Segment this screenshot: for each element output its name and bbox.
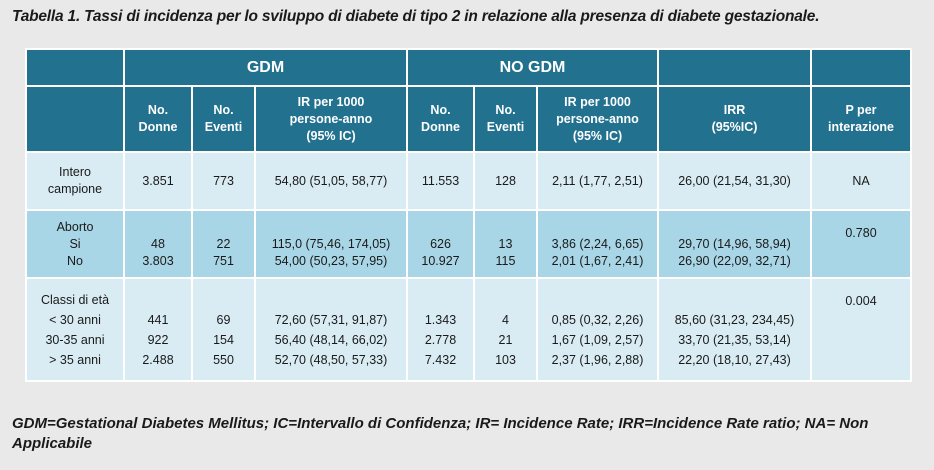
cell-gdm-ir: 54,80 (51,05, 58,77) <box>254 151 408 211</box>
cell-gdm-ir: 115,0 (75,46, 174,05) 54,00 (50,23, 57,95… <box>254 209 408 279</box>
cell-no-gdm-eventi: 13 115 <box>473 209 538 279</box>
cell-irr: 26,00 (21,54, 31,30) <box>657 151 812 211</box>
cell-irr: 29,70 (14,96, 58,94) 26,90 (22,09, 32,71) <box>657 209 812 279</box>
incidence-table: GDM NO GDM No. Donne No. Eventi IR per 100… <box>25 48 912 382</box>
row-label: Aborto Si No <box>25 209 125 279</box>
group-header-gdm: GDM <box>123 48 408 87</box>
cell-gdm-eventi: 69 154 550 <box>191 277 256 382</box>
subheader-row: No. Donne No. Eventi IR per 1000 persone-an… <box>25 85 912 153</box>
cell-no-gdm-eventi: 128 <box>473 151 538 211</box>
cell-gdm-donne: 441 922 2.488 <box>123 277 193 382</box>
cell-p: 0.004 <box>810 277 912 382</box>
group-header-no-gdm: NO GDM <box>406 48 659 87</box>
header-no-donne-gdm: No. Donne <box>123 85 193 153</box>
table-row-classi: Classi di età < 30 anni 30-35 anni > 35 ann… <box>25 277 912 382</box>
table-caption: Tabella 1. Tassi di incidenza per lo svi… <box>12 8 820 25</box>
table-row-aborto: Aborto Si No 48 3.803 22 751 115,0 (75,46, 1… <box>25 209 912 279</box>
cell-no-gdm-donne: 1.343 2.778 7.432 <box>406 277 475 382</box>
cell-p: NA <box>810 151 912 211</box>
header-no-eventi-gdm: No. Eventi <box>191 85 256 153</box>
header-ir-gdm: IR per 1000 persone-anno (95% IC) <box>254 85 408 153</box>
cell-p: 0.780 <box>810 209 912 279</box>
header-no-donne-no-gdm: No. Donne <box>406 85 475 153</box>
cell-gdm-eventi: 22 751 <box>191 209 256 279</box>
cell-gdm-donne: 3.851 <box>123 151 193 211</box>
cell-no-gdm-eventi: 4 21 103 <box>473 277 538 382</box>
empty-header-cell <box>810 48 912 87</box>
cell-no-gdm-donne: 11.553 <box>406 151 475 211</box>
group-header-row: GDM NO GDM <box>25 48 912 87</box>
empty-header-cell <box>25 85 125 153</box>
cell-gdm-eventi: 773 <box>191 151 256 211</box>
header-p-interazione: P per interazione <box>810 85 912 153</box>
empty-header-cell <box>657 48 812 87</box>
row-label: Intero campione <box>25 151 125 211</box>
cell-gdm-donne: 48 3.803 <box>123 209 193 279</box>
cell-irr: 85,60 (31,23, 234,45) 33,70 (21,35, 53,14… <box>657 277 812 382</box>
cell-no-gdm-donne: 626 10.927 <box>406 209 475 279</box>
cell-gdm-ir: 72,60 (57,31, 91,87) 56,40 (48,14, 66,02)… <box>254 277 408 382</box>
cell-no-gdm-ir: 2,11 (1,77, 2,51) <box>536 151 659 211</box>
table-footnote: GDM=Gestational Diabetes Mellitus; IC=In… <box>12 415 869 452</box>
table-row-intero: Intero campione 3.851 773 54,80 (51,05, 5… <box>25 151 912 211</box>
header-irr: IRR (95%IC) <box>657 85 812 153</box>
header-no-eventi-no-gdm: No. Eventi <box>473 85 538 153</box>
cell-no-gdm-ir: 0,85 (0,32, 2,26) 1,67 (1,09, 2,57) 2,37 (… <box>536 277 659 382</box>
row-label: Classi di età < 30 anni 30-35 anni > 35 ann… <box>25 277 125 382</box>
cell-no-gdm-ir: 3,86 (2,24, 6,65) 2,01 (1,67, 2,41) <box>536 209 659 279</box>
empty-header-cell <box>25 48 125 87</box>
header-ir-no-gdm: IR per 1000 persone-anno (95% IC) <box>536 85 659 153</box>
